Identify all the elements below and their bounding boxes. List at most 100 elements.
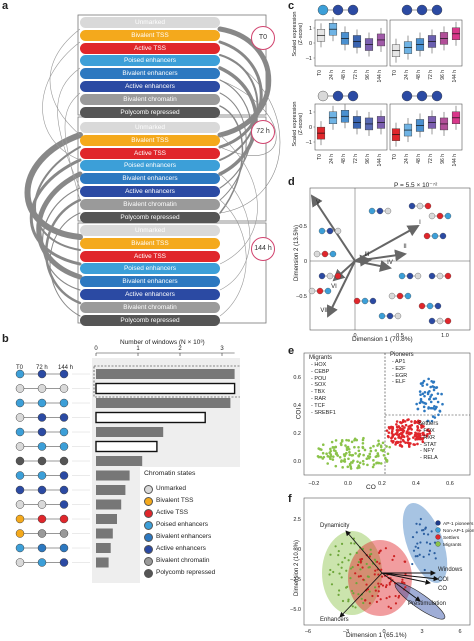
c-icon-dot [401, 90, 413, 102]
f-settler-point [389, 580, 393, 583]
f-settler-point [388, 583, 391, 586]
e-settler-point [404, 441, 407, 444]
d-x-tick: 1.0 [441, 333, 449, 339]
f-pioneer-point [416, 542, 419, 545]
e-migrant-point [372, 459, 375, 462]
d-icon-dot [334, 272, 342, 280]
f-pioneer-point [429, 542, 432, 545]
f-settler-point [387, 605, 390, 608]
e-migrant-point [344, 444, 347, 447]
panel-label-a: a [2, 0, 9, 12]
b-state-dot [15, 558, 25, 567]
f-settler-point [377, 573, 380, 576]
f-settler-point [384, 547, 388, 550]
panel-e-scatter: –0.2 0.0 0.2 0.4 0.6 0.6 0.4 0.2 0.0 [293, 352, 471, 487]
c-frame [389, 103, 463, 151]
e-migrants-item: - SREBF1 [311, 409, 336, 416]
d-icon-dot [428, 317, 436, 325]
state-pill-bivalent-enhancers: Bivalent enhancers [80, 173, 220, 185]
e-migrant-point [381, 441, 385, 445]
e-migrant-point [368, 452, 372, 456]
b-bar [96, 427, 164, 437]
d-icon-dot [321, 250, 329, 258]
d-y-tick: 0 [304, 259, 307, 265]
b-state-dot [37, 529, 47, 538]
f-settler-point [389, 607, 393, 610]
e-settler-point [420, 424, 423, 427]
b-tick-label: 2 [178, 346, 182, 352]
b-state-dot [37, 471, 47, 480]
e-migrant-point [325, 452, 328, 456]
b-state-dot [15, 514, 25, 524]
d-icon-dot [378, 312, 386, 320]
f-vector-label: Enhancers [320, 617, 349, 623]
state-pill-unmarked: Unmarked [80, 17, 220, 28]
f-migrant-point [340, 542, 344, 545]
b-tick-label: 3 [220, 346, 224, 352]
timepoint-t0-badge: T0 [251, 26, 275, 50]
e-migrant-point [341, 466, 344, 469]
c-x-tick: 72 h [428, 154, 434, 164]
f-y-tick: 0 [298, 547, 301, 553]
d-arrow-label: IV [387, 260, 393, 266]
e-migrant-point [380, 448, 383, 452]
e-pioneer-point [432, 385, 436, 389]
e-settler-point [399, 437, 403, 440]
d-icon-dot [416, 202, 424, 210]
e-migrants-item: - TCF [311, 402, 325, 409]
state-pill-poised-enhancers: Poised enhancers [80, 263, 220, 275]
e-migrant-point [357, 449, 361, 453]
e-settler-point [422, 425, 425, 428]
f-settler-point [385, 584, 388, 587]
e-migrant-point [375, 461, 378, 465]
f-settler-point [373, 573, 376, 576]
e-settler-point [428, 429, 431, 433]
e-migrant-point [361, 459, 365, 463]
e-settler-point [413, 419, 417, 423]
e-frame [303, 352, 471, 476]
c-icon-dot [431, 90, 443, 102]
d-icon-dot [436, 272, 444, 280]
e-migrant-point [330, 440, 334, 444]
f-settler-point [354, 572, 357, 575]
d-icon-dot [318, 227, 326, 235]
e-migrant-point [340, 439, 344, 442]
b-bar-outlined [95, 440, 158, 453]
e-settlers-item: - RXR [420, 434, 435, 441]
d-x-tick: 0 [353, 333, 356, 339]
f-settler-point [360, 557, 364, 561]
e-pioneer-point [423, 390, 427, 394]
c-x-tick: 144 h [377, 154, 383, 167]
e-migrant-point [322, 455, 326, 459]
legend-item-poised-enhancers: Poised enhancers [144, 520, 208, 530]
timepoint-144h-badge: 144 h [251, 237, 275, 261]
e-settler-point [416, 428, 419, 432]
e-migrant-point [321, 443, 325, 447]
f-settler-point [404, 586, 407, 589]
d-icon-dot [361, 297, 369, 305]
e-x-tick: 0.0 [344, 481, 352, 487]
e-settler-point [425, 435, 429, 438]
f-settler-point [364, 599, 367, 602]
d-arrow [310, 194, 356, 262]
d-icon-dot [406, 272, 414, 280]
e-settler-point [408, 431, 411, 435]
b-state-dot [15, 529, 25, 538]
f-pioneer-point [418, 523, 421, 526]
e-migrant-point [365, 457, 369, 461]
d-icon-dot [428, 272, 436, 280]
f-migrant-point [354, 606, 357, 609]
f-pioneer-point [428, 549, 432, 552]
c-x-tick: T0 [392, 70, 398, 76]
e-x-tick: 0.2 [378, 481, 386, 487]
e-migrant-point [353, 445, 356, 449]
f-settler-point [361, 566, 364, 569]
b-state-dot [59, 558, 69, 567]
legend-label: Active enhancers [156, 545, 206, 552]
f-migrant-point [368, 566, 371, 569]
e-migrant-point [379, 462, 383, 465]
f-migrant-point [349, 553, 352, 556]
c-x-tick: T0 [317, 70, 323, 76]
e-pioneer-point [421, 392, 425, 396]
d-arrow-label: I [419, 220, 421, 226]
